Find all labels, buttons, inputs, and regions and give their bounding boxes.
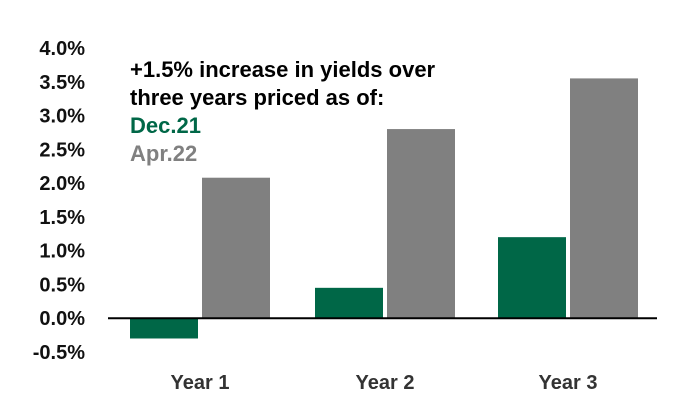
y-tick-label: -0.5% [33, 342, 85, 364]
bar-apr22-year-3 [570, 78, 638, 319]
y-tick-label: 1.5% [39, 207, 85, 229]
x-category-label: Year 1 [171, 372, 230, 394]
legend-heading-line2: three years priced as of: [130, 85, 385, 110]
y-tick-label: 0.5% [39, 274, 85, 296]
legend-entry-dec21: Dec.21 [130, 113, 201, 138]
y-tick-label: 0.0% [39, 308, 85, 330]
x-category-label: Year 3 [539, 372, 598, 394]
y-tick-label: 2.5% [39, 139, 85, 161]
x-category-label: Year 2 [356, 372, 415, 394]
y-axis: 4.0% 3.5% 3.0% 2.5% 2.0% 1.5% 1.0% 0.5% 0.0% -0.5… [33, 38, 85, 364]
y-tick-label: 4.0% [39, 38, 85, 60]
bar-dec21-year-3 [498, 237, 566, 319]
bar-apr22-year-2 [387, 129, 455, 319]
bars [130, 78, 638, 339]
y-tick-label: 1.0% [39, 241, 85, 263]
y-tick-label: 3.0% [39, 106, 85, 128]
bar-dec21-year-1 [130, 318, 198, 339]
legend-heading-line1: +1.5% increase in yields over [130, 57, 436, 82]
bar-dec21-year-2 [315, 287, 383, 319]
x-axis: Year 1 Year 2 Year 3 [171, 372, 598, 394]
bar-apr22-year-1 [202, 177, 270, 319]
legend: +1.5% increase in yields over three year… [130, 56, 435, 168]
y-tick-label: 2.0% [39, 173, 85, 195]
legend-entry-apr22: Apr.22 [130, 141, 198, 166]
y-tick-label: 3.5% [39, 72, 85, 94]
